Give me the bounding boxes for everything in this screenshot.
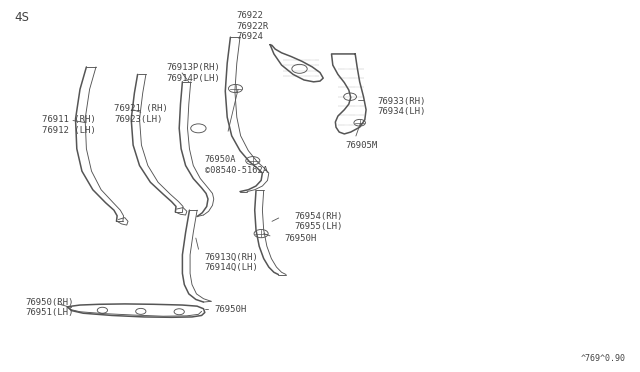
Text: 4S: 4S — [14, 11, 29, 24]
Text: 76950A
©08540-5162A: 76950A ©08540-5162A — [205, 155, 268, 175]
Text: 76921 (RH)
76923(LH): 76921 (RH) 76923(LH) — [114, 104, 168, 124]
Text: 76950(RH)
76951(LH): 76950(RH) 76951(LH) — [26, 298, 74, 317]
Text: 76905M: 76905M — [346, 141, 378, 150]
Text: 76913P(RH)
76914P(LH): 76913P(RH) 76914P(LH) — [166, 63, 220, 83]
Text: 76950H: 76950H — [285, 234, 317, 243]
Text: 76954(RH)
76955(LH): 76954(RH) 76955(LH) — [294, 212, 343, 231]
Text: 76950H: 76950H — [214, 305, 246, 314]
Text: ^769^0.90: ^769^0.90 — [581, 354, 626, 363]
Text: 76933(RH)
76934(LH): 76933(RH) 76934(LH) — [378, 97, 426, 116]
Text: 76913Q(RH)
76914Q(LH): 76913Q(RH) 76914Q(LH) — [205, 253, 259, 272]
Text: 76911 (RH)
76912 (LH): 76911 (RH) 76912 (LH) — [42, 115, 95, 135]
Text: 76922
76922R
76924: 76922 76922R 76924 — [237, 11, 269, 41]
